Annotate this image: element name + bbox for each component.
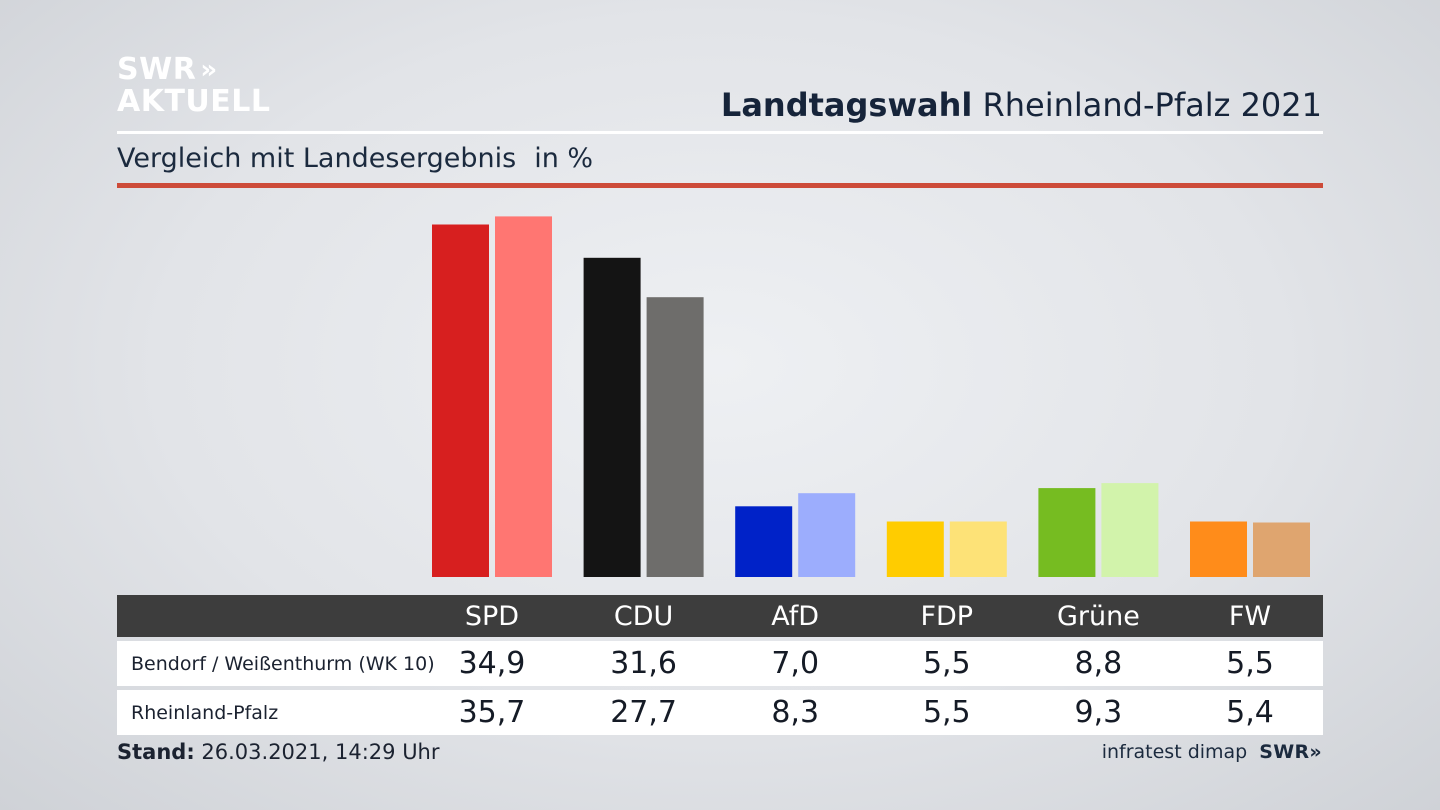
bar-fw-wahlkreis — [1190, 521, 1247, 577]
bar-fw-land — [1253, 522, 1310, 577]
swr-aktuell-logo: SWR» AKTUELL — [117, 55, 271, 119]
chart-subtitle-text: Vergleich mit Landesergebnis — [117, 143, 517, 174]
bar-afd-wahlkreis — [735, 506, 793, 577]
value-afd-wahlkreis: 7,0 — [771, 646, 820, 681]
row-label-land: Rheinland-Pfalz — [131, 701, 279, 724]
value-spd-land: 35,7 — [458, 695, 526, 730]
value-fdp-wahlkreis: 5,5 — [922, 646, 971, 681]
chart-unit: in % — [534, 143, 594, 174]
logo-text-aktuell: AKTUELL — [117, 84, 271, 119]
source-credit: infratest dimap SWR» — [1102, 741, 1322, 763]
value-spd-wahlkreis: 34,9 — [458, 646, 526, 681]
page-title-rest: Rheinland-Pfalz 2021 — [982, 86, 1322, 124]
column-header-spd: SPD — [464, 600, 520, 632]
value-cdu-land: 27,7 — [610, 695, 677, 730]
bar-afd-land — [798, 493, 856, 577]
timestamp-value: 26.03.2021, 14:29 Uhr — [201, 740, 440, 764]
value-fdp-land: 5,5 — [922, 695, 971, 730]
bar-spd-land — [495, 216, 552, 577]
column-header-afd: AfD — [771, 600, 820, 632]
header-divider — [117, 131, 1323, 134]
timestamp: Stand: 26.03.2021, 14:29 Uhr — [117, 740, 440, 764]
bar-gruene-land — [1101, 483, 1159, 577]
value-afd-land: 8,3 — [771, 695, 820, 730]
column-header-gruene: Grüne — [1056, 600, 1140, 632]
column-header-cdu: CDU — [613, 600, 674, 632]
bar-fdp-wahlkreis — [886, 521, 944, 577]
bar-spd-wahlkreis — [432, 224, 489, 577]
column-header-fdp: FDP — [920, 600, 974, 632]
bar-fdp-land — [949, 521, 1007, 577]
value-fw-land: 5,4 — [1226, 695, 1274, 730]
bar-gruene-wahlkreis — [1038, 488, 1096, 577]
swr-brand-logo: SWR» — [1259, 741, 1322, 763]
table-row-wahlkreis: Bendorf / Weißenthurm (WK 10) 34,9 31,6 7,… — [117, 641, 1323, 686]
value-gruene-land: 9,3 — [1074, 695, 1123, 730]
page-title: Landtagswahl Rheinland-Pfalz 2021 — [721, 86, 1322, 124]
bar-cdu-land — [646, 297, 704, 577]
logo-text-swr: SWR — [117, 52, 197, 87]
row-label-wahlkreis: Bendorf / Weißenthurm (WK 10) — [131, 652, 435, 675]
table-header: SPD CDU AfD FDP Grüne FW — [117, 595, 1323, 637]
column-header-fw: FW — [1228, 600, 1272, 632]
page-title-bold: Landtagswahl — [720, 86, 973, 124]
table-row-land: Rheinland-Pfalz 35,7 27,7 8,3 5,5 9,3 5,4 — [117, 690, 1323, 735]
timestamp-label: Stand: — [117, 740, 195, 764]
bar-cdu-wahlkreis — [583, 257, 641, 577]
accent-divider — [117, 183, 1323, 188]
results-table: SPD CDU AfD FDP Grüne FW Bendorf / Weißenthur… — [117, 595, 1323, 735]
source-name: infratest dimap — [1101, 741, 1248, 763]
value-fw-wahlkreis: 5,5 — [1226, 646, 1274, 681]
value-cdu-wahlkreis: 31,6 — [610, 646, 677, 681]
chart-subtitle: Vergleich mit Landesergebnis in % — [117, 143, 593, 174]
value-gruene-wahlkreis: 8,8 — [1074, 646, 1123, 681]
